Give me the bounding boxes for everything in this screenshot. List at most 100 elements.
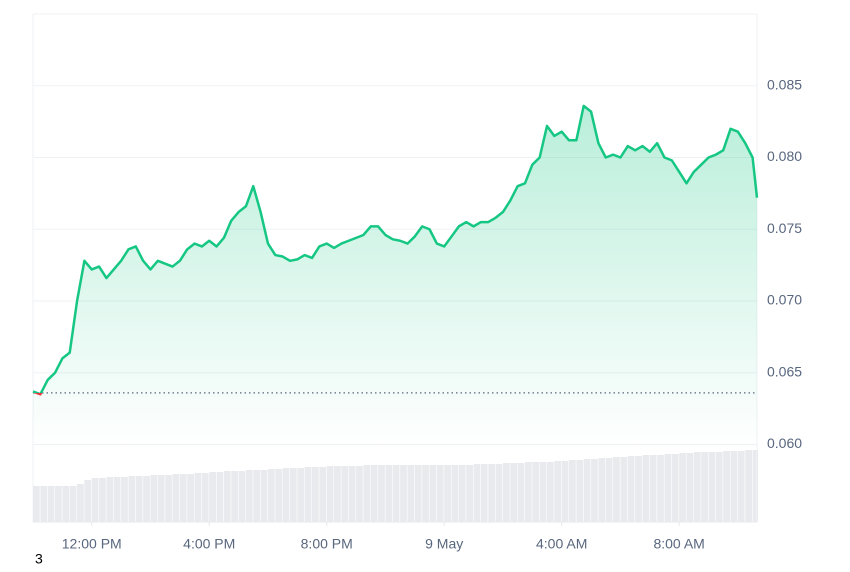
volume-bar bbox=[282, 468, 290, 522]
volume-bar bbox=[407, 465, 415, 522]
volume-bar bbox=[539, 462, 547, 522]
volume-bar bbox=[150, 475, 158, 522]
volume-bar bbox=[172, 474, 180, 522]
volume-bar bbox=[569, 460, 576, 522]
volume-bar bbox=[62, 486, 70, 522]
volume-bar bbox=[341, 466, 349, 522]
y-tick-label: 0.075 bbox=[767, 220, 802, 236]
volume-bar bbox=[701, 452, 708, 522]
volume-bar bbox=[598, 458, 606, 522]
volume-bar bbox=[370, 465, 378, 522]
volume-bar bbox=[304, 467, 312, 522]
volume-bar bbox=[686, 453, 694, 522]
volume-bar bbox=[693, 452, 701, 522]
volume-bar bbox=[84, 480, 92, 522]
volume-bar bbox=[679, 453, 686, 522]
volume-bar bbox=[69, 486, 77, 522]
y-tick-label: 0.060 bbox=[767, 435, 802, 451]
volume-bar bbox=[605, 458, 613, 522]
volume-bar bbox=[583, 459, 591, 522]
volume-bar bbox=[40, 486, 48, 522]
volume-bar bbox=[231, 471, 238, 522]
price-line bbox=[32, 104, 759, 396]
volume-bar bbox=[209, 472, 216, 522]
volume-bar bbox=[392, 465, 400, 522]
volume-bar bbox=[576, 460, 584, 522]
volume-bar bbox=[708, 452, 716, 522]
volume-bar bbox=[77, 484, 84, 522]
volume-bar bbox=[436, 465, 444, 522]
x-tick-label: 8:00 AM bbox=[653, 536, 704, 552]
volume-bar bbox=[649, 455, 657, 522]
volume-bar bbox=[47, 486, 55, 522]
volume-bar bbox=[480, 464, 488, 522]
y-tick-label: 0.085 bbox=[767, 76, 802, 92]
x-tick-label: 4:00 AM bbox=[536, 536, 587, 552]
volume-bar bbox=[473, 464, 481, 522]
volume-bar bbox=[356, 466, 363, 522]
x-tick-label: 4:00 PM bbox=[183, 536, 235, 552]
volume-bar bbox=[179, 474, 187, 522]
volume-bar bbox=[113, 477, 121, 522]
volume-bar bbox=[106, 477, 114, 522]
footnote: 3 bbox=[35, 551, 43, 567]
volume-bar bbox=[620, 457, 628, 522]
volume-bar bbox=[157, 475, 165, 522]
volume-bar bbox=[488, 464, 495, 522]
volume-bar bbox=[187, 474, 194, 522]
volume-bar bbox=[458, 465, 466, 522]
volume-bar bbox=[253, 470, 261, 522]
volume-bar bbox=[613, 457, 620, 522]
volume-bar bbox=[348, 466, 356, 522]
volume-bar bbox=[400, 465, 407, 522]
volume-bar bbox=[451, 465, 459, 522]
volume-bar bbox=[546, 462, 554, 522]
volume-bar bbox=[429, 465, 437, 522]
volume-bar bbox=[245, 470, 253, 522]
volume-bar bbox=[289, 468, 297, 522]
volume-bar bbox=[737, 451, 745, 522]
volume-bar bbox=[627, 456, 635, 522]
volume-bar bbox=[194, 473, 202, 522]
volume-bar bbox=[99, 478, 106, 522]
volume-bar bbox=[334, 466, 341, 522]
volume-bar bbox=[642, 455, 650, 522]
volume-bar bbox=[385, 465, 393, 522]
volume-bar bbox=[326, 466, 334, 522]
volume-bar bbox=[91, 478, 99, 522]
volume-bar bbox=[510, 463, 518, 522]
volume-bar bbox=[723, 451, 730, 522]
volume-bar bbox=[312, 467, 319, 522]
volume-bar bbox=[591, 459, 598, 522]
volume-bar bbox=[554, 461, 562, 522]
volume-bar bbox=[730, 451, 738, 522]
y-tick-label: 0.070 bbox=[767, 292, 802, 308]
volume-bar bbox=[363, 465, 371, 522]
volume-bar bbox=[745, 450, 752, 522]
x-tick-label: 8:00 PM bbox=[301, 536, 353, 552]
volume-bar bbox=[128, 476, 136, 522]
volume-bar bbox=[260, 470, 268, 522]
volume-bar bbox=[267, 469, 275, 522]
volume-bar bbox=[165, 475, 172, 522]
volume-bar bbox=[524, 462, 532, 522]
x-tick-label: 12:00 PM bbox=[62, 536, 122, 552]
volume-bar bbox=[422, 465, 429, 522]
volume-bar bbox=[143, 476, 150, 522]
volume-bar bbox=[319, 467, 327, 522]
volume-bar bbox=[33, 486, 40, 522]
area bbox=[33, 105, 757, 447]
volume-bar bbox=[502, 463, 510, 522]
volume-bar bbox=[532, 462, 540, 522]
volume-bar bbox=[657, 455, 664, 522]
volume-bar bbox=[121, 477, 128, 522]
volume-bar bbox=[414, 465, 422, 522]
volume-bar bbox=[715, 452, 723, 522]
volume-bar bbox=[297, 468, 305, 522]
volume-bar bbox=[752, 450, 757, 522]
volume-bar bbox=[466, 465, 473, 522]
volume-bar bbox=[378, 465, 385, 522]
y-tick-label: 0.065 bbox=[767, 363, 802, 379]
volume-bar bbox=[757, 450, 758, 522]
